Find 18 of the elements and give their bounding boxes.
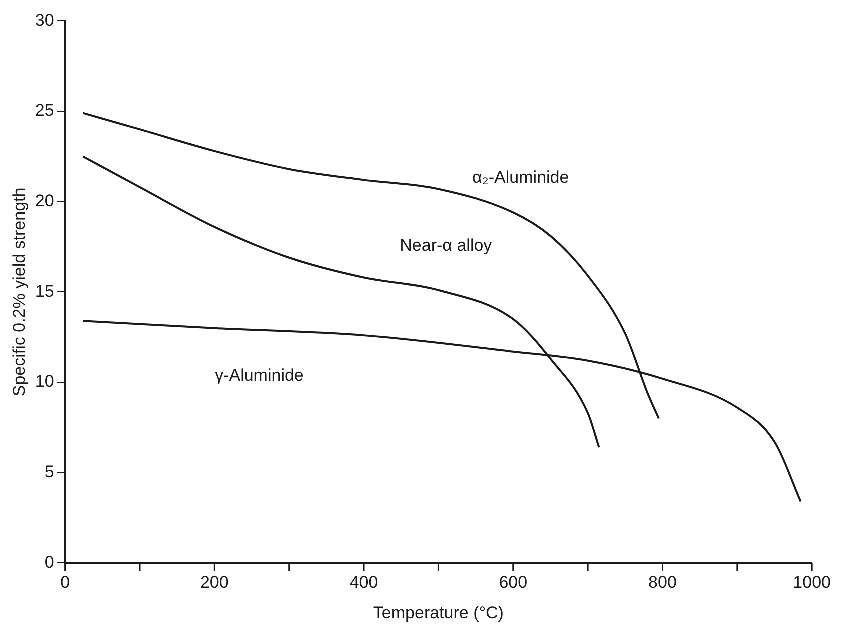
y-tick-label: 5 — [44, 462, 54, 482]
x-tick-label: 0 — [60, 573, 70, 592]
series-label: Near-α alloy — [400, 236, 493, 255]
y-tick-label: 25 — [35, 101, 54, 120]
x-axis-title: Temperature (°C) — [373, 603, 504, 622]
y-tick-label: 20 — [35, 192, 54, 211]
x-tick-label: 400 — [350, 573, 378, 592]
x-tick-label: 1000 — [793, 573, 832, 592]
series-label: α₂-Aluminide — [472, 168, 570, 188]
y-tick-label: 30 — [35, 10, 54, 30]
y-tick-label: 0 — [44, 552, 54, 572]
x-tick-label: 600 — [499, 573, 528, 592]
y-tick-label: 15 — [35, 282, 54, 301]
x-tick-label: 800 — [648, 573, 677, 592]
y-tick-label: 10 — [35, 372, 54, 392]
series-label: γ-Aluminide — [215, 366, 304, 385]
y-axis-title: Specific 0.2% yield strength — [10, 188, 29, 397]
x-tick-label: 200 — [200, 573, 229, 592]
